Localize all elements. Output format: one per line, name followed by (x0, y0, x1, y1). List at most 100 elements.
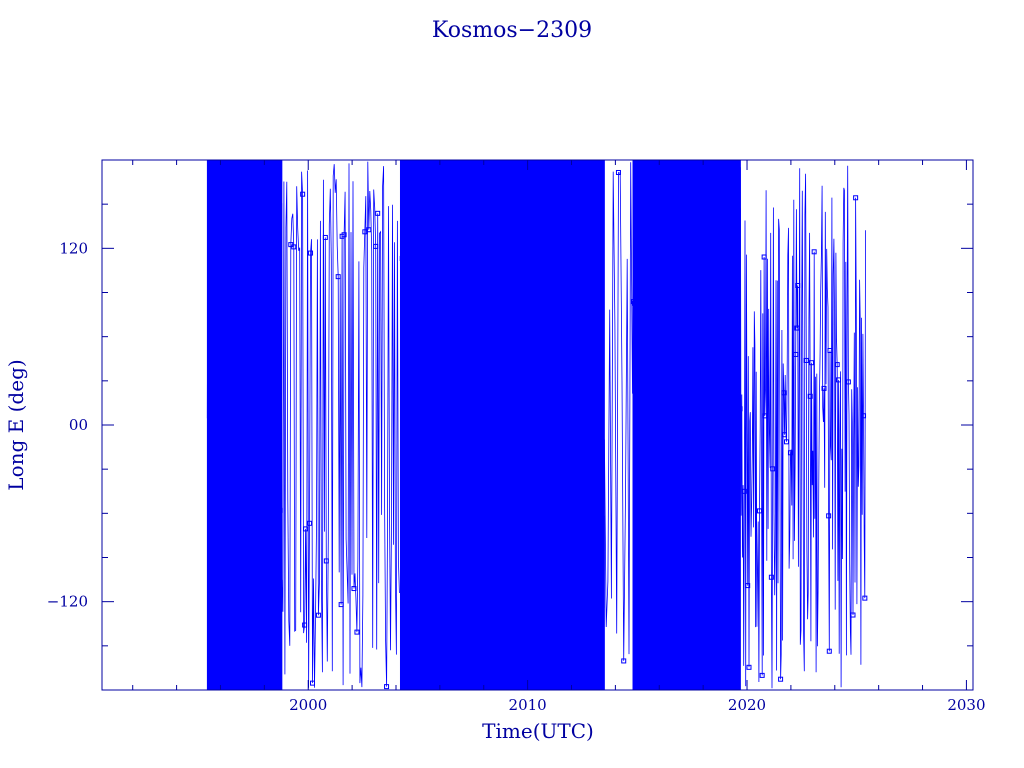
longitude-point (699, 276, 705, 282)
longitude-point (737, 406, 743, 412)
longitude-point (308, 250, 314, 256)
longitude-point (703, 656, 709, 662)
longitude-point (589, 532, 595, 538)
longitude-point (659, 166, 665, 172)
longitude-point (492, 288, 498, 294)
longitude-point (741, 488, 747, 494)
longitude-point (375, 210, 381, 216)
x-tick-label: 2030 (947, 696, 985, 714)
longitude-point (690, 478, 696, 484)
longitude-point (236, 331, 242, 337)
longitude-point (745, 583, 751, 589)
longitude-point (552, 626, 558, 632)
longitude-point (338, 602, 344, 608)
longitude-point (438, 591, 444, 597)
longitude-point (657, 339, 663, 345)
longitude-point (712, 207, 718, 213)
longitude-point (770, 466, 776, 472)
longitude-point (249, 186, 255, 192)
longitude-point (827, 348, 833, 354)
longitude-point (759, 672, 765, 678)
longitude-point (246, 588, 252, 594)
longitude-point (500, 243, 506, 249)
longitude-point (787, 450, 793, 456)
longitude-point (246, 656, 252, 662)
longitude-point (300, 191, 306, 197)
longitude-point (512, 230, 518, 236)
longitude-point (354, 629, 360, 635)
longitude-point (555, 338, 561, 344)
longitude-point (351, 586, 357, 592)
longitude-point (373, 243, 379, 249)
longitude-point (224, 515, 230, 521)
plot-area: 2000 2010 2020 2030 120 00 −120 (47, 159, 986, 714)
longitude-point (762, 413, 768, 419)
longitude-point (706, 513, 712, 519)
x-tick-label: 2010 (509, 696, 547, 714)
longitude-point (862, 595, 868, 601)
longitude-point (768, 574, 774, 580)
longitude-point (803, 357, 809, 363)
longitude-point (401, 665, 407, 671)
longitude-point (811, 249, 817, 255)
longitude-point (310, 680, 316, 686)
longitude-point (615, 169, 621, 175)
y-axis-label: Long E (deg) (4, 359, 28, 490)
longitude-point (532, 228, 538, 234)
longitude-point (514, 553, 520, 559)
longitude-trace-segment (604, 162, 633, 661)
longitude-point (555, 236, 561, 242)
longitude-point (407, 187, 413, 193)
y-tick-label: 00 (69, 416, 88, 434)
longitude-point (527, 651, 533, 657)
longitude-point (508, 498, 514, 504)
longitude-point (247, 675, 253, 681)
longitude-point (478, 437, 484, 443)
longitude-point (778, 676, 784, 682)
longitude-point (707, 493, 713, 499)
longitude-point (251, 385, 257, 391)
longitude-point (733, 443, 739, 449)
longitude-point (462, 163, 468, 169)
longitude-trace-segment (281, 161, 400, 688)
longitude-point (302, 622, 308, 628)
longitude-point (850, 612, 856, 618)
longitude-point (271, 549, 277, 555)
longitude-point (291, 244, 297, 250)
longitude-point (323, 558, 329, 564)
longitude-point (445, 193, 451, 199)
longitude-point (486, 346, 492, 352)
longitude-point (211, 188, 217, 194)
longitude-point (556, 204, 562, 210)
longitude-point (784, 439, 790, 445)
longitude-point (861, 413, 867, 419)
longitude-point (341, 232, 347, 238)
longitude-point (366, 227, 372, 233)
longitude-point (714, 191, 720, 197)
longitude-point (307, 520, 313, 526)
axis-ticks (102, 159, 973, 691)
longitude-point (277, 507, 283, 513)
longitude-markers (209, 163, 868, 690)
longitude-point (698, 559, 704, 565)
longitude-point (444, 607, 450, 613)
longitude-point (725, 313, 731, 319)
longitude-point (679, 463, 685, 469)
longitude-point (554, 285, 560, 291)
longitude-point (781, 390, 787, 396)
longitude-point (507, 382, 513, 388)
longitude-point (695, 249, 701, 255)
longitude-point (668, 323, 674, 329)
longitude-point (757, 508, 763, 514)
x-tick-label: 2000 (289, 696, 327, 714)
longitude-point (821, 385, 827, 391)
longitude-point (761, 254, 767, 260)
longitude-point (826, 513, 832, 519)
longitude-point (413, 178, 419, 184)
longitude-point (746, 664, 752, 670)
longitude-point (621, 658, 627, 664)
longitude-point (335, 274, 341, 280)
tick-labels: 2000 2010 2020 2030 120 00 −120 (47, 239, 986, 714)
longitude-point (428, 680, 434, 686)
